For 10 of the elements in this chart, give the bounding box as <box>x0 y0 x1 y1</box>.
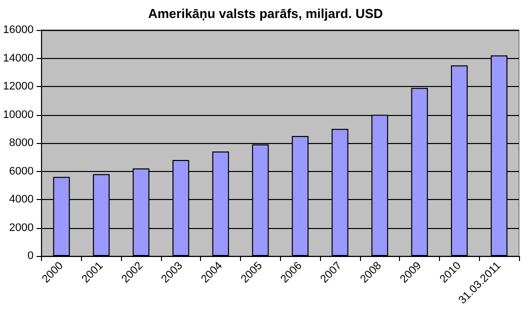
y-tick-label: 2000 <box>9 222 34 234</box>
y-tick-label: 10000 <box>2 108 34 121</box>
y-tick-label: 14000 <box>2 52 34 64</box>
y-tick-label: 0 <box>27 250 34 262</box>
chart-title: Amerikāņu valsts parāfs, miljard. USD <box>148 6 383 21</box>
y-tick-label: 16000 <box>2 24 34 36</box>
y-tick-label: 6000 <box>9 165 34 178</box>
y-tick-label: 12000 <box>2 80 34 92</box>
y-tick-label: 8000 <box>9 137 34 149</box>
y-tick-label: 4000 <box>9 194 34 206</box>
